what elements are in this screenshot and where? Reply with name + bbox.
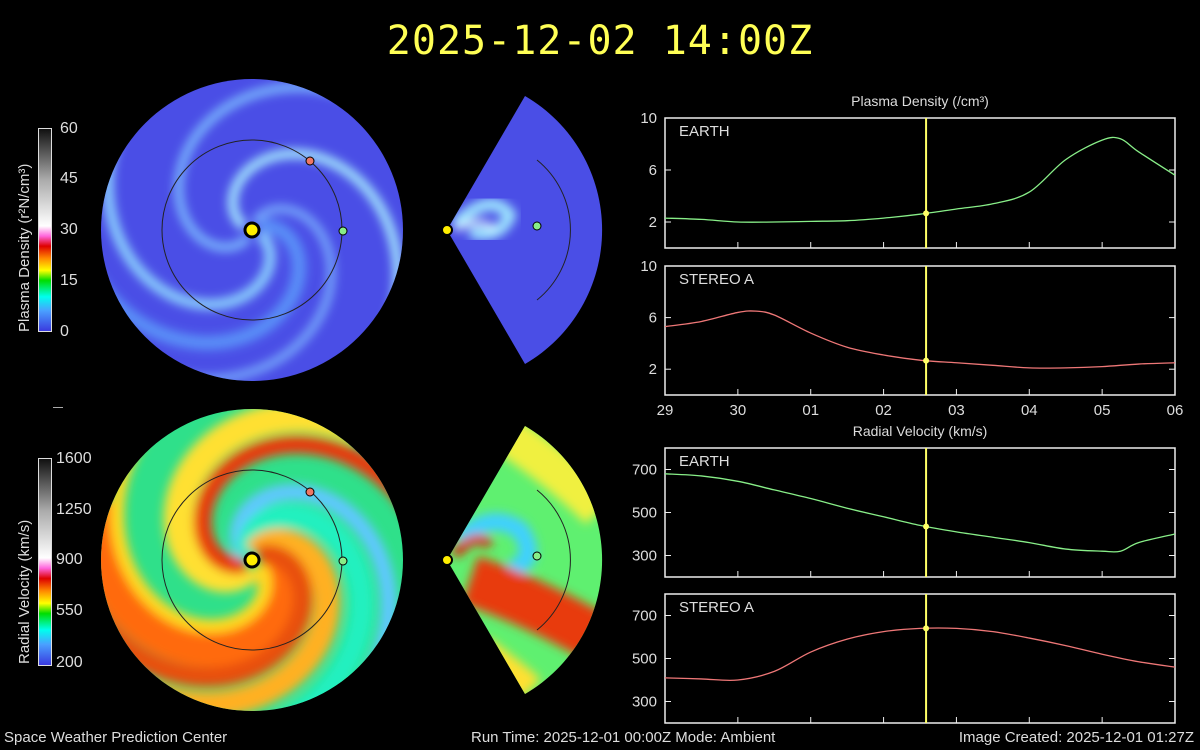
panel-label: STEREO A	[679, 271, 754, 288]
spiral-arm	[164, 205, 335, 381]
stereo-a-marker	[305, 156, 315, 166]
plot-frame	[664, 265, 1176, 396]
y-tick-label: 300	[632, 694, 657, 711]
footer-run-time: Run Time: 2025-12-01 00:00Z Mode: Ambien…	[471, 729, 776, 746]
x-tick-label: 06	[1167, 402, 1184, 419]
y-tick-label: 300	[632, 548, 657, 565]
y-tick-label: 6	[649, 310, 657, 327]
current-time-point	[923, 357, 930, 364]
y-tick-label: 500	[632, 651, 657, 668]
series-line	[664, 310, 1176, 369]
spiral-arm	[101, 218, 307, 350]
current-time-point	[923, 210, 930, 217]
spiral-arm	[110, 429, 273, 634]
x-tick-label: 04	[1021, 402, 1038, 419]
velocity-tick: 200	[56, 654, 83, 671]
enlil-model-maps	[101, 79, 603, 711]
series-line	[664, 473, 1176, 553]
density-colorbar	[38, 128, 52, 332]
earth-marker	[338, 226, 348, 236]
footer-image-created: Image Created: 2025-12-01 01:27Z	[958, 729, 1194, 746]
chart-title: Plasma Density (/cm³)	[851, 93, 989, 109]
x-tick-label: 29	[657, 402, 674, 419]
spiral-arm	[146, 528, 340, 711]
y-tick-label: 6	[649, 162, 657, 179]
series-line	[664, 627, 1176, 682]
velocity-tick: 1600	[56, 450, 92, 467]
sun-marker	[243, 551, 261, 569]
plot-frame	[664, 447, 1176, 578]
x-tick-label: 03	[948, 402, 965, 419]
y-tick-label: 10	[640, 258, 657, 275]
density-tick: 0	[60, 323, 69, 340]
y-tick-label: 700	[632, 608, 657, 625]
x-tick-label: 30	[730, 402, 747, 419]
x-tick-label: 02	[875, 402, 892, 419]
sun-marker	[441, 224, 453, 236]
x-tick-label: 01	[802, 402, 819, 419]
density-tick: 15	[60, 272, 78, 289]
spiral-arm	[236, 503, 374, 711]
y-tick-label: 10	[640, 110, 657, 127]
earth-marker	[532, 221, 542, 231]
x-tick-label: 05	[1094, 402, 1111, 419]
density-meridional-wedge	[447, 96, 603, 364]
chart-title: Radial Velocity (km/s)	[853, 423, 988, 439]
density-tick: 30	[60, 221, 78, 238]
spiral-arm	[163, 409, 365, 593]
time-series-charts: Plasma Density (/cm³) EARTH 10 6 2 STEREO A 10…	[632, 93, 1184, 724]
density-tick: 45	[60, 170, 78, 187]
spiral-arm	[193, 435, 403, 574]
footer-org: Space Weather Prediction Center	[4, 729, 228, 746]
spiral-arm	[102, 125, 276, 310]
panel-label: EARTH	[679, 453, 730, 470]
sun-marker	[441, 554, 453, 566]
page-title: 2025-12-02 14:00Z	[386, 18, 814, 64]
panel-label: STEREO A	[679, 599, 754, 616]
separator-dash	[53, 407, 63, 408]
velocity-meridional-wedge	[447, 426, 603, 694]
spiral-arm	[174, 83, 361, 252]
velocity-tick: 900	[56, 551, 83, 568]
spiral-arm	[228, 149, 403, 329]
panel-label: EARTH	[679, 123, 730, 140]
velocity-tick: 1250	[56, 501, 92, 518]
earth-marker	[532, 551, 542, 561]
series-line	[664, 136, 1176, 223]
plot-frame	[664, 117, 1176, 249]
current-time-point	[923, 523, 930, 530]
y-tick-label: 700	[632, 462, 657, 479]
current-time-point	[923, 625, 930, 632]
spiral-arm	[101, 544, 313, 688]
earth-marker	[338, 556, 348, 566]
y-tick-label: 2	[649, 361, 657, 378]
velocity-colorbar	[38, 458, 52, 666]
sun-marker	[243, 221, 261, 239]
density-tick: 60	[60, 120, 78, 137]
velocity-tick: 550	[56, 602, 83, 619]
y-tick-label: 2	[649, 214, 657, 231]
stereo-a-marker	[305, 487, 315, 497]
y-tick-label: 500	[632, 505, 657, 522]
spiral-arm	[101, 500, 299, 668]
